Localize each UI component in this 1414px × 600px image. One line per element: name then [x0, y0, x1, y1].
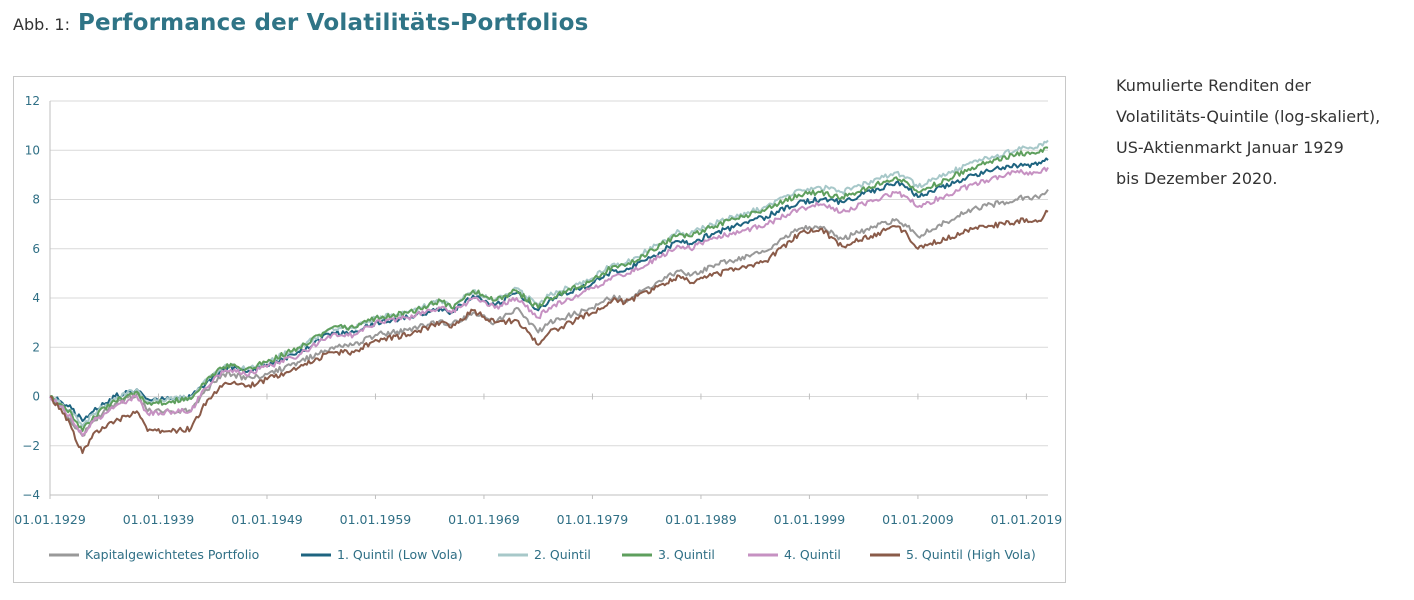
y-tick-label-4: 4 — [32, 291, 40, 305]
legend-label-5: 4. Quintil — [784, 547, 841, 562]
series-line-6 — [49, 209, 1049, 455]
y-tick-label-0: −4 — [22, 488, 40, 502]
y-tick-label-8: 12 — [25, 94, 40, 108]
legend-label-2: 1. Quintil (Low Vola) — [337, 547, 463, 562]
x-tick-label-9: 01.01.2019 — [991, 512, 1063, 527]
legend-label-1: Kapitalgewichtetes Portfolio — [85, 547, 259, 562]
legend-label-3: 2. Quintil — [534, 547, 591, 562]
series-line-4 — [49, 146, 1049, 432]
caption-line-2: Volatilitäts-Quintile (log-skaliert), — [1116, 107, 1381, 126]
series-line-2 — [49, 157, 1049, 423]
x-tick-label-2: 01.01.1949 — [231, 512, 303, 527]
figure-number: Abb. 1: — [13, 15, 70, 34]
figure-caption: Kumulierte Renditen der Volatilitäts-Qui… — [1116, 70, 1414, 194]
x-tick-label-6: 01.01.1989 — [665, 512, 737, 527]
caption-line-1: Kumulierte Renditen der — [1116, 76, 1311, 95]
y-tick-label-6: 8 — [32, 193, 40, 207]
x-tick-label-0: 01.01.1929 — [14, 512, 86, 527]
y-tick-label-2: 0 — [32, 390, 40, 404]
series-line-5 — [49, 166, 1049, 437]
x-tick-label-4: 01.01.1969 — [448, 512, 520, 527]
figure-header: Abb. 1: Performance der Volatilitäts-Por… — [13, 10, 588, 36]
caption-line-3: US-Aktienmarkt Januar 1929 — [1116, 138, 1344, 157]
legend-label-6: 5. Quintil (High Vola) — [906, 547, 1036, 562]
x-tick-label-7: 01.01.1999 — [774, 512, 846, 527]
y-tick-label-5: 6 — [32, 242, 40, 256]
y-tick-label-1: −2 — [22, 439, 40, 453]
y-tick-label-3: 2 — [32, 340, 40, 354]
caption-line-4: bis Dezember 2020. — [1116, 169, 1278, 188]
x-tick-label-5: 01.01.1979 — [557, 512, 629, 527]
y-tick-label-7: 10 — [25, 143, 40, 157]
legend-label-4: 3. Quintil — [658, 547, 715, 562]
chart-frame — [13, 76, 1066, 583]
series-line-1 — [49, 189, 1049, 437]
x-tick-label-1: 01.01.1939 — [123, 512, 195, 527]
x-tick-label-8: 01.01.2009 — [882, 512, 954, 527]
x-tick-label-3: 01.01.1959 — [340, 512, 412, 527]
figure-title: Performance der Volatilitäts-Portfolios — [78, 10, 589, 36]
